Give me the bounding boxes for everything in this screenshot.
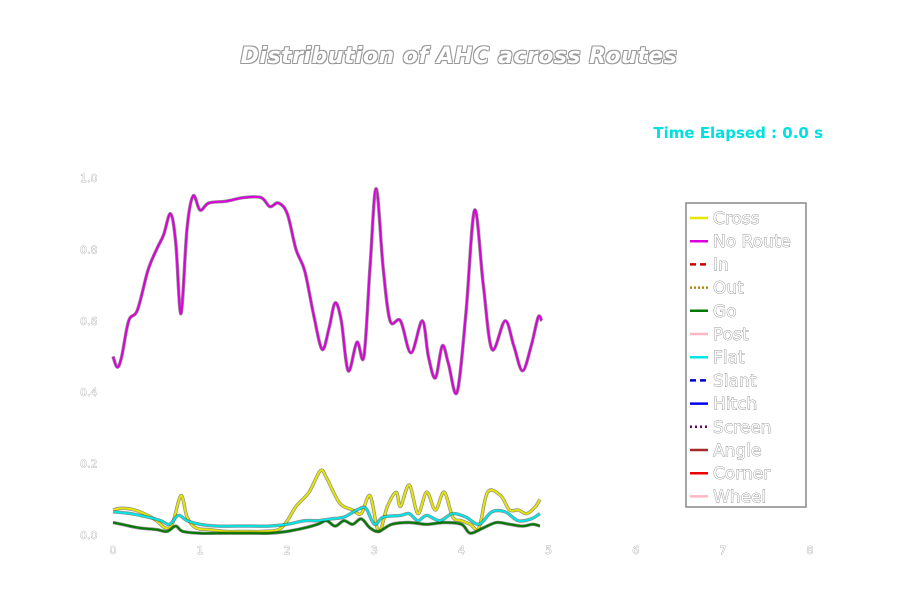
x-tick-label: 3: [371, 544, 378, 557]
legend-label-go: Go: [713, 302, 737, 322]
legend-label-slant: Slant: [713, 371, 757, 391]
legend-label-corner: Corner: [713, 464, 770, 484]
legend-label-hitch: Hitch: [713, 395, 757, 415]
series-line-go: [112, 517, 541, 535]
legend-label-no-route: No Route: [713, 232, 791, 252]
legend-label-angle: Angle: [713, 441, 761, 461]
legend-label-cross: Cross: [713, 209, 760, 229]
x-tick-label: 0: [110, 544, 117, 557]
x-tick-label: 5: [545, 544, 552, 557]
legend-box: [685, 202, 807, 508]
legend-label-wheel: Wheel: [713, 487, 766, 507]
legend-label-post: Post: [713, 325, 749, 345]
x-tick-label: 2: [284, 544, 291, 557]
series-line-flat: [112, 506, 541, 528]
y-tick-label: 0.2: [80, 458, 98, 471]
y-tick-label: 0.6: [80, 315, 98, 328]
x-tick-label: 8: [807, 544, 814, 557]
time-elapsed-label: Time Elapsed : 0.0 s: [653, 124, 823, 142]
x-tick-label: 1: [197, 544, 204, 557]
legend-label-out: Out: [713, 279, 744, 299]
y-tick-label: 1.0: [80, 172, 98, 185]
y-tick-label: 0.4: [80, 386, 98, 399]
y-tick-label: 0.0: [80, 529, 98, 542]
legend-label-flat: Flat: [713, 348, 745, 368]
x-tick-label: 4: [458, 544, 465, 557]
x-tick-label: 6: [632, 544, 639, 557]
series-line-no-route: [112, 187, 543, 395]
chart-title: Distribution of AHC across Routes: [240, 44, 678, 69]
legend-label-screen: Screen: [713, 418, 771, 438]
legend-label-in: In: [713, 255, 729, 275]
y-tick-label: 0.8: [80, 243, 98, 256]
x-tick-label: 7: [719, 544, 726, 557]
